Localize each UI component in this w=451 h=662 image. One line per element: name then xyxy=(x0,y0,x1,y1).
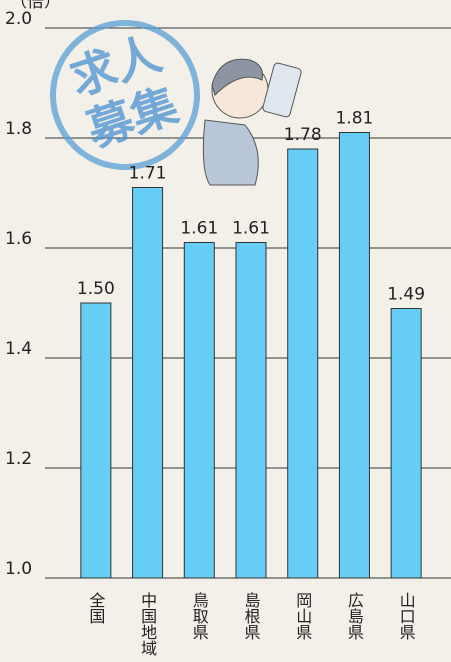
bar xyxy=(236,243,266,579)
value-label: 1.61 xyxy=(232,219,270,239)
value-label: 1.49 xyxy=(387,285,425,305)
x-tick-label: 全国 xyxy=(86,592,105,624)
y-tick-label: 1.2 xyxy=(5,449,32,469)
x-tick-label: 中国地域 xyxy=(138,592,157,656)
x-tick-label: 山口県 xyxy=(397,592,416,640)
y-tick-label: 1.4 xyxy=(5,339,32,359)
bar xyxy=(339,133,369,579)
value-label: 1.61 xyxy=(180,219,218,239)
bar xyxy=(184,243,214,579)
x-tick-label: 広島県 xyxy=(345,592,364,640)
chart: （倍） 1.01.21.41.61.82.0 求人 募集 1.501.711.6… xyxy=(0,0,451,662)
value-label: 1.78 xyxy=(284,125,322,145)
bar xyxy=(288,149,318,578)
value-label: 1.81 xyxy=(335,109,373,129)
x-tick-label: 鳥取県 xyxy=(190,592,209,640)
y-tick-label: 2.0 xyxy=(5,9,32,29)
bar xyxy=(81,303,111,578)
y-tick-label: 1.8 xyxy=(5,119,32,139)
y-tick-label: 1.6 xyxy=(5,229,32,249)
x-tick-label: 島根県 xyxy=(242,592,261,640)
bar xyxy=(133,188,163,579)
bar xyxy=(391,309,421,579)
value-label: 1.71 xyxy=(129,164,167,184)
value-label: 1.50 xyxy=(77,279,115,299)
x-tick-label: 岡山県 xyxy=(293,592,312,640)
y-tick-label: 1.0 xyxy=(5,559,32,579)
